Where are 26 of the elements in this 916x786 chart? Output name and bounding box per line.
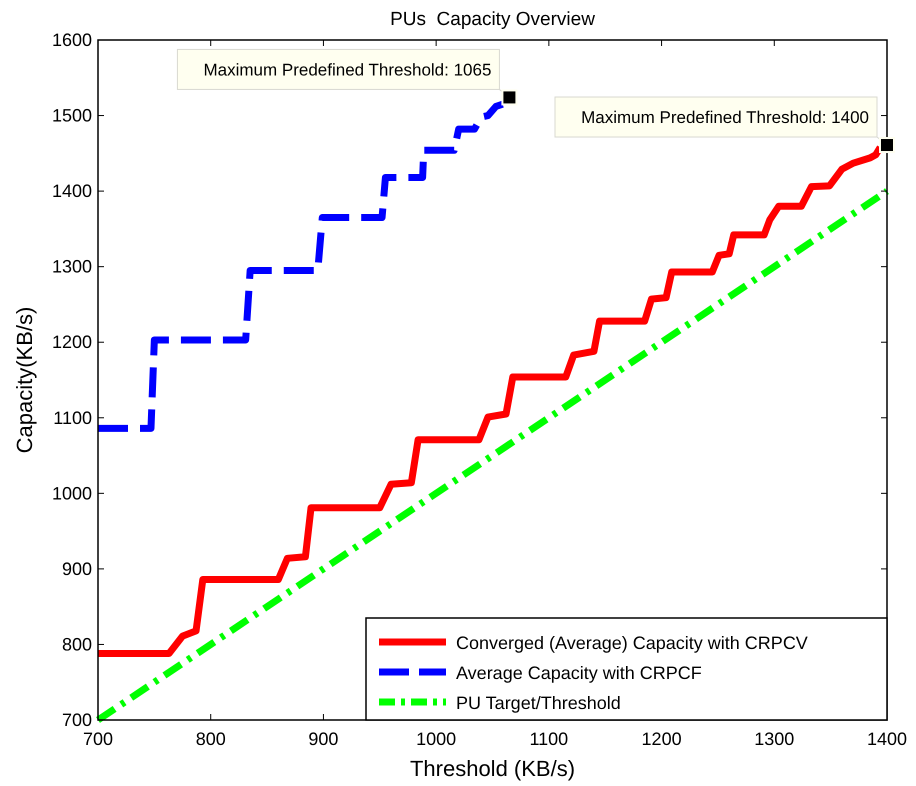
y-tick-label: 900 [62, 558, 92, 579]
x-tick-label: 1300 [754, 729, 794, 749]
x-tick-label: 700 [82, 729, 114, 749]
x-tick-label: 1000 [416, 729, 456, 749]
x-tick-label: 900 [308, 729, 338, 749]
annotation: Maximum Predefined Threshold: 1065 [204, 60, 492, 80]
y-tick-label: 1600 [52, 30, 92, 50]
y-tick-label: 800 [62, 634, 92, 654]
y-tick-label: 700 [62, 710, 92, 730]
x-tick-label: 1200 [642, 729, 682, 749]
x-tick-label: 1100 [530, 729, 568, 749]
x-axis-title: Threshold (KB/s) [410, 756, 576, 781]
x-tick-label: 1400 [866, 729, 908, 749]
y-tick-label: 1000 [52, 483, 92, 504]
chart-title: PUs Capacity Overview [390, 9, 596, 30]
legend-label: Average Capacity with CRPCF [456, 663, 702, 683]
y-axis-title: Capacity(KB/s) [12, 306, 37, 454]
y-tick-label: 1100 [53, 408, 92, 428]
y-tick-label: 1300 [52, 256, 92, 277]
y-tick-label: 1400 [52, 181, 92, 202]
legend-label: Converged (Average) Capacity with CRPCV [456, 633, 808, 653]
annotation: Maximum Predefined Threshold: 1400 [581, 108, 869, 128]
y-tick-label: 1200 [52, 332, 92, 352]
y-tick-label: 1500 [52, 106, 92, 126]
legend-label: PU Target/Threshold [456, 693, 621, 713]
x-tick-label: 800 [196, 729, 226, 749]
